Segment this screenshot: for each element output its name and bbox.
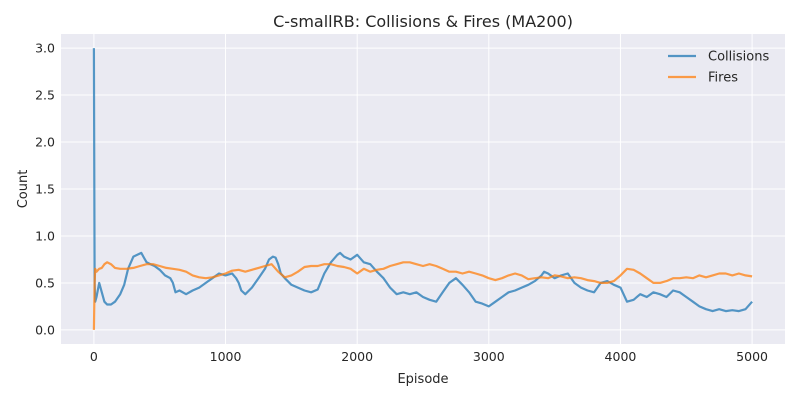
x-tick-label: 3000 — [473, 349, 505, 364]
x-tick-label: 2000 — [341, 349, 373, 364]
x-tick-labels: 0 1000 2000 3000 4000 5000 — [90, 349, 768, 364]
y-tick-label: 1.0 — [35, 228, 55, 243]
series-layer — [92, 48, 753, 330]
y-tick-label: 3.0 — [35, 41, 55, 56]
series-line-fires — [92, 261, 753, 330]
legend: Collisions Fires — [668, 50, 769, 86]
y-tick-labels: 0.0 0.5 1.0 1.5 2.0 2.5 3.0 — [35, 41, 55, 338]
y-tick-label: 1.5 — [35, 182, 55, 197]
chart-title: C-smallRB: Collisions & Fires (MA200) — [273, 12, 573, 31]
legend-label-fires: Fires — [708, 71, 738, 86]
x-tick-label: 1000 — [210, 349, 242, 364]
legend-label-collisions: Collisions — [708, 50, 769, 65]
x-tick-label: 4000 — [605, 349, 637, 364]
series-line-collisions — [92, 48, 753, 313]
grid — [61, 34, 785, 344]
y-tick-label: 0.0 — [35, 322, 55, 337]
x-axis-label: Episode — [397, 372, 448, 387]
y-tick-label: 0.5 — [35, 275, 55, 290]
y-tick-label: 2.5 — [35, 88, 55, 103]
x-tick-label: 5000 — [736, 349, 768, 364]
y-axis-label: Count — [16, 170, 31, 209]
y-tick-label: 2.0 — [35, 135, 55, 150]
x-tick-label: 0 — [90, 349, 98, 364]
